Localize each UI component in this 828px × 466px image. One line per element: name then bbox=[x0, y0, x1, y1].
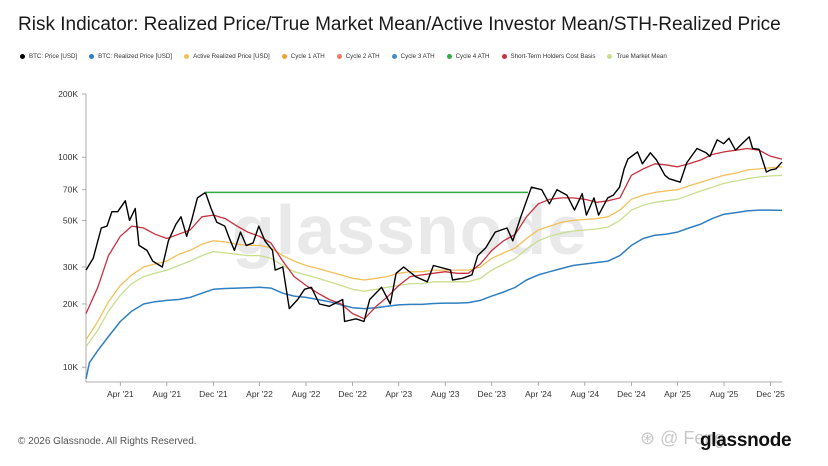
x-tick-label: Apr '21 bbox=[107, 389, 134, 399]
x-tick-label: Apr '22 bbox=[246, 389, 273, 399]
x-tick-label: Apr '25 bbox=[664, 389, 691, 399]
y-tick-label: 50K bbox=[63, 215, 78, 225]
x-tick-label: Dec '24 bbox=[617, 389, 646, 399]
legend-label: BTC: Price [USD] bbox=[29, 53, 78, 60]
series-line-short-term-holders-cost-basis bbox=[85, 147, 783, 320]
legend-item-5[interactable]: Cycle 3 ATH bbox=[391, 53, 435, 60]
chart-title: Risk Indicator: Realized Price/True Mark… bbox=[18, 14, 781, 35]
y-tick-label: 200K bbox=[58, 89, 78, 99]
y-tick-label: 30K bbox=[63, 262, 78, 272]
series-line-btc-price-usd bbox=[85, 136, 783, 323]
y-tick-label: 20K bbox=[63, 299, 78, 309]
legend-item-0[interactable]: BTC: Price [USD] bbox=[20, 53, 77, 60]
x-tick-label: Aug '21 bbox=[153, 389, 182, 399]
legend-swatch bbox=[446, 54, 452, 59]
x-tick-label: Aug '22 bbox=[292, 389, 321, 399]
legend-item-7[interactable]: Short-Term Holders Cost Basis bbox=[501, 53, 596, 60]
legend-label: Cycle 2 ATH bbox=[345, 53, 380, 60]
legend-swatch bbox=[184, 54, 190, 59]
legend-swatch bbox=[501, 54, 507, 59]
x-tick-label: Dec '23 bbox=[477, 389, 506, 399]
y-tick-label: 10K bbox=[63, 362, 78, 372]
legend-item-2[interactable]: Active Realized Price [USD] bbox=[184, 53, 270, 60]
x-axis: Apr '21 Aug '21 Dec '21 Apr '22 Aug '22 Dec '… bbox=[86, 381, 785, 399]
legend-label: True Market Mean bbox=[616, 53, 667, 60]
legend-item-3[interactable]: Cycle 1 ATH bbox=[281, 53, 325, 60]
legend-item-6[interactable]: Cycle 4 ATH bbox=[446, 53, 490, 60]
legend-label: Short-Term Holders Cost Basis bbox=[510, 53, 596, 60]
x-tick-label: Dec '21 bbox=[199, 389, 228, 399]
legend-item-1[interactable]: BTC: Realized Price [USD] bbox=[89, 53, 172, 60]
x-tick-label: Aug '24 bbox=[571, 389, 600, 399]
legend-label: Cycle 1 ATH bbox=[290, 53, 325, 60]
legend-item-4[interactable]: Cycle 2 ATH bbox=[336, 53, 380, 60]
legend-label: Cycle 3 ATH bbox=[400, 53, 435, 60]
series-line-true-market-mean bbox=[85, 174, 783, 348]
y-tick-label: 100K bbox=[58, 152, 78, 162]
y-tick-label: 70K bbox=[63, 185, 78, 195]
legend-label: Active Realized Price [USD] bbox=[193, 53, 270, 60]
x-tick-label: Dec '25 bbox=[756, 389, 785, 399]
series-line-btc-realized-price-usd bbox=[85, 209, 783, 379]
x-tick-label: Aug '25 bbox=[710, 389, 739, 399]
legend-item-8[interactable]: True Market Mean bbox=[607, 53, 667, 60]
copyright-footer: © 2026 Glassnode. All Rights Reserved. bbox=[18, 436, 197, 447]
legend-label: Cycle 4 ATH bbox=[455, 53, 490, 60]
x-tick-label: Dec '22 bbox=[338, 389, 367, 399]
legend-label: BTC: Realized Price [USD] bbox=[98, 53, 173, 60]
x-tick-label: Apr '23 bbox=[385, 389, 412, 399]
y-axis: 200K 100K 70K 50K 30K 20K 10K bbox=[58, 89, 87, 382]
watermark-badge: ⊛ @ Feng bbox=[640, 428, 725, 448]
legend-swatch bbox=[20, 54, 25, 59]
x-tick-label: Aug '23 bbox=[431, 389, 460, 399]
x-tick-label: Apr '24 bbox=[525, 389, 552, 399]
series-lines bbox=[85, 136, 783, 379]
legend-swatch bbox=[607, 54, 613, 59]
glassnode-logo: glassnode bbox=[700, 430, 792, 451]
legend-swatch bbox=[281, 54, 287, 59]
chart-legend: BTC: Price [USD] BTC: Realized Price [USD… bbox=[20, 53, 679, 60]
series-line-active-realized-price-usd bbox=[85, 166, 783, 341]
legend-swatch bbox=[336, 54, 342, 59]
legend-swatch bbox=[89, 54, 95, 59]
legend-swatch bbox=[391, 54, 397, 59]
